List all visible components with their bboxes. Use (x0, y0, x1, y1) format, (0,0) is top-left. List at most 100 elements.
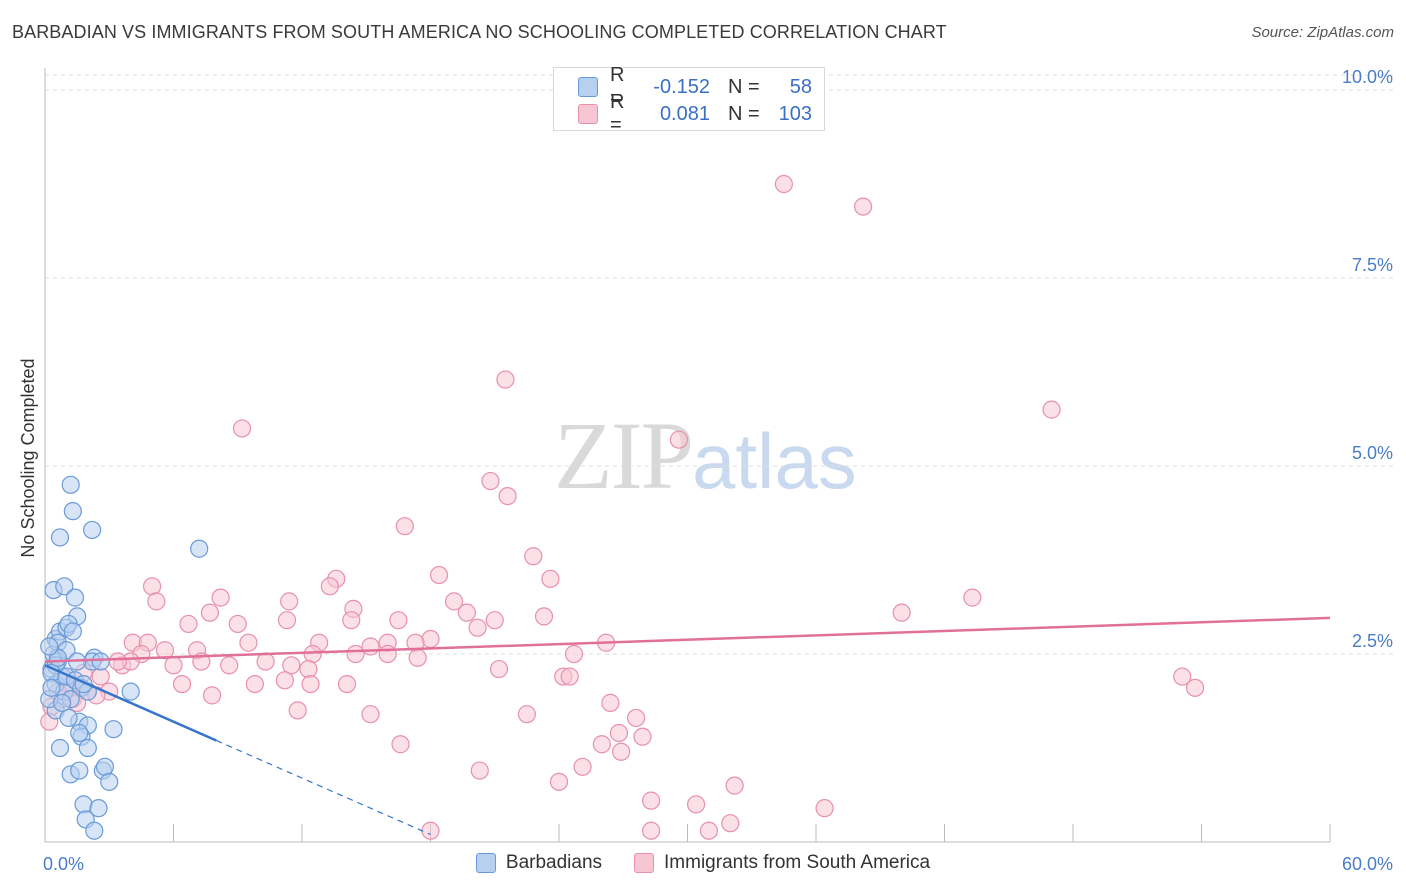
legend-r-value: 0.081 (659, 102, 710, 125)
y-tick-label: 5.0% (1352, 443, 1393, 463)
data-point-immigrants (815, 799, 834, 818)
correlation-legend: R = -0.152 N = 58 R = 0.081 N = 103 (553, 64, 825, 136)
y-axis-label: No Schooling Completed (18, 358, 38, 557)
legend-item-immigrants: Immigrants from South America (634, 852, 930, 874)
data-point-immigrants (564, 644, 584, 664)
legend-swatch-blue (475, 853, 496, 873)
data-point-immigrants (303, 644, 322, 664)
y-tick-label: 10.0% (1342, 67, 1393, 87)
data-point-immigrants (669, 430, 689, 449)
data-point-immigrants (725, 776, 744, 795)
data-point-immigrants (892, 603, 911, 622)
data-point-barbadians (83, 520, 102, 540)
data-point-immigrants (378, 644, 397, 664)
data-point-immigrants (164, 656, 183, 675)
data-point-barbadians (100, 772, 119, 791)
data-point-immigrants (239, 633, 258, 652)
data-point-immigrants (147, 592, 166, 611)
data-point-barbadians (59, 708, 78, 728)
data-point-immigrants (612, 742, 631, 761)
data-point-immigrants (429, 565, 449, 585)
data-point-immigrants (421, 821, 440, 840)
data-point-immigrants (489, 659, 509, 679)
data-point-immigrants (202, 686, 222, 705)
data-point-barbadians (50, 528, 70, 547)
data-point-immigrants (470, 761, 489, 780)
data-point-immigrants (626, 708, 646, 728)
data-point-barbadians (78, 738, 97, 758)
data-point-immigrants (228, 614, 247, 634)
data-point-barbadians (63, 622, 82, 641)
data-point-immigrants (592, 735, 611, 754)
data-point-barbadians (104, 720, 123, 739)
data-point-immigrants (468, 618, 487, 637)
data-point-immigrants (721, 814, 740, 833)
trend-lines (44, 616, 1331, 836)
data-point-barbadians (65, 588, 85, 607)
data-point-immigrants (361, 637, 380, 656)
axes (44, 68, 1331, 843)
data-point-immigrants (361, 705, 380, 724)
data-point-barbadians (190, 539, 209, 558)
data-point-immigrants (337, 674, 357, 694)
data-point-immigrants (498, 486, 517, 506)
data-point-immigrants (288, 701, 307, 720)
grid-lines (45, 74, 1395, 655)
data-point-immigrants (774, 174, 793, 194)
source-credit: Source: ZipAtlas.com (1251, 24, 1394, 41)
data-point-immigrants (641, 791, 661, 810)
watermark-zip: ZIP (554, 402, 694, 509)
data-point-immigrants (699, 821, 719, 840)
data-point-immigrants (963, 588, 982, 607)
data-point-immigrants (299, 659, 318, 679)
legend-label-barbadians: Barbadians (505, 852, 603, 873)
data-point-immigrants (342, 611, 361, 630)
legend-r-label: R = (610, 64, 625, 109)
data-point-barbadians (42, 678, 61, 697)
legend-n-value: 58 (789, 75, 812, 98)
data-point-barbadians (40, 637, 59, 656)
data-point-immigrants (220, 656, 239, 675)
data-point-immigrants (485, 611, 504, 630)
data-point-immigrants (421, 629, 440, 649)
data-point-barbadians (61, 475, 80, 494)
legend-swatch-pink (634, 853, 655, 873)
data-point-immigrants (391, 735, 410, 754)
data-point-immigrants (457, 603, 477, 622)
data-point-immigrants (395, 517, 414, 536)
data-point-immigrants (549, 772, 569, 791)
series-legend: Barbadians Immigrants from South America (0, 852, 1406, 874)
data-point-immigrants (601, 693, 620, 712)
data-point-immigrants (686, 795, 706, 814)
legend-label-immigrants: Immigrants from South America (664, 852, 931, 873)
data-point-immigrants (282, 656, 301, 675)
watermark-atlas: atlas (692, 417, 857, 505)
data-point-immigrants (320, 577, 339, 596)
data-point-immigrants (1185, 678, 1205, 697)
legend-n-label: N = (728, 75, 760, 98)
data-point-immigrants (1173, 667, 1192, 686)
data-point-immigrants (280, 592, 299, 611)
data-point-immigrants (854, 197, 873, 216)
y-tick-label: 7.5% (1352, 255, 1393, 275)
data-point-immigrants (609, 723, 629, 743)
data-point-barbadians (53, 693, 72, 712)
data-point-immigrants (155, 641, 175, 660)
legend-n-label: N = (728, 102, 760, 125)
data-point-barbadians (55, 577, 74, 596)
legend-item-barbadians: Barbadians (475, 852, 603, 874)
data-point-immigrants (275, 671, 294, 690)
x-tick-label-max: 60.0% (1342, 854, 1393, 874)
y-tick-label: 2.5% (1352, 631, 1393, 651)
data-point-immigrants (389, 611, 408, 630)
data-point-barbadians (95, 757, 115, 776)
data-point-barbadians (70, 723, 89, 743)
tick-labels: 2.5% 5.0% 7.5% 10.0% 0.0% 60.0% No Schooling C… (18, 67, 1393, 874)
points-barbadians (40, 475, 209, 840)
trend-line-barbadians-extrapolated (216, 739, 431, 836)
data-point-immigrants (179, 614, 198, 634)
data-point-immigrants (496, 370, 515, 389)
data-point-immigrants (346, 644, 365, 664)
data-point-immigrants (444, 592, 464, 611)
legend-row-barbadians: R = -0.152 N = 58 (578, 64, 812, 109)
